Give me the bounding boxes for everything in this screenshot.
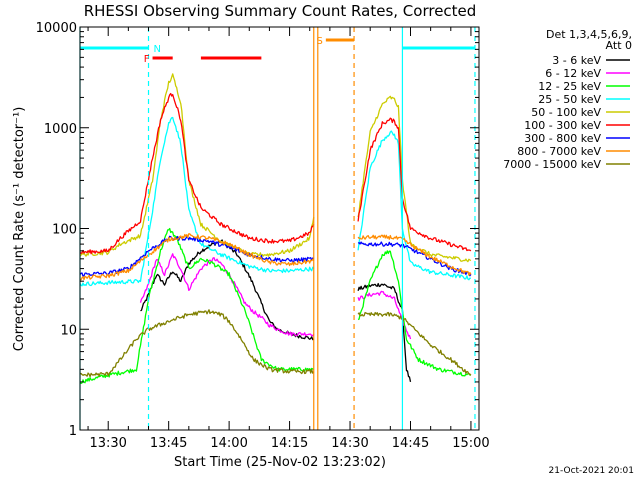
legend-entry-0: 3 - 6 keV <box>552 54 601 67</box>
series-line-2-0 <box>79 227 314 385</box>
night-spans <box>80 38 475 60</box>
series-line-0-0 <box>140 239 315 341</box>
legend-entry-3: 25 - 50 keV <box>538 93 601 106</box>
series-line-4-1 <box>357 95 472 263</box>
x-tick-label-5: 14:45 <box>392 436 429 451</box>
x-tick-label-0: 13:30 <box>89 436 126 451</box>
annotation-labels: NF S <box>144 36 323 65</box>
series-line-3-1 <box>357 130 472 281</box>
annotation-label-saa: S <box>316 36 322 47</box>
y-axis: 1 10 100 1000 10000 <box>36 21 479 439</box>
legend-entry-7: 800 - 7000 keV <box>517 145 601 158</box>
legend-header-0: Det 1,3,4,5,6,9, <box>546 28 632 41</box>
legend-entry-1: 6 - 12 keV <box>545 67 601 80</box>
series-line-4-0 <box>79 73 315 257</box>
annotation-label-flare: F <box>144 54 150 65</box>
y-tick-label-1: 10 <box>60 323 77 338</box>
annotation-label-night: N <box>154 44 161 55</box>
series-line-8-1 <box>357 311 472 376</box>
data-series <box>79 73 472 385</box>
legend-entry-6: 300 - 800 keV <box>524 132 601 145</box>
series-line-3-0 <box>79 116 315 287</box>
x-tick-label-3: 14:15 <box>271 436 308 451</box>
y-tick-label-3: 1000 <box>44 122 77 137</box>
y-tick-label-2: 100 <box>52 223 77 238</box>
legend-entry-5: 100 - 300 keV <box>524 119 601 132</box>
x-tick-label-1: 13:45 <box>150 436 187 451</box>
legend-header-1: Att 0 <box>606 39 632 52</box>
x-tick-label-2: 14:00 <box>210 436 247 451</box>
series-line-1-1 <box>357 290 412 340</box>
series-line-7-1 <box>357 234 472 276</box>
series-line-2-1 <box>357 250 472 377</box>
x-axis: 13:30 13:45 14:00 14:15 14:30 14:45 15:00 <box>87 27 490 451</box>
footer-date: 21-Oct-2021 20:01 <box>549 466 634 476</box>
legend-entry-4: 50 - 100 keV <box>531 106 601 119</box>
chart-title: RHESSI Observing Summary Count Rates, Co… <box>84 2 477 20</box>
x-tick-label-6: 15:00 <box>452 436 489 451</box>
legend-entry-2: 12 - 25 keV <box>538 80 601 93</box>
y-tick-label-4: 10000 <box>36 21 77 36</box>
series-line-5-1 <box>357 117 472 252</box>
series-line-7-0 <box>79 233 315 281</box>
series-line-8-0 <box>79 309 315 378</box>
y-tick-label-0: 1 <box>69 424 77 439</box>
x-axis-label: Start Time (25-Nov-02 13:23:02) <box>174 455 386 470</box>
series-line-5-0 <box>79 92 315 255</box>
y-axis-label: Corrected Count Rate (s⁻¹ detector⁻¹) <box>12 107 27 352</box>
legend-entry-8: 7000 - 15000 keV <box>503 158 601 171</box>
x-tick-label-4: 14:30 <box>331 436 368 451</box>
